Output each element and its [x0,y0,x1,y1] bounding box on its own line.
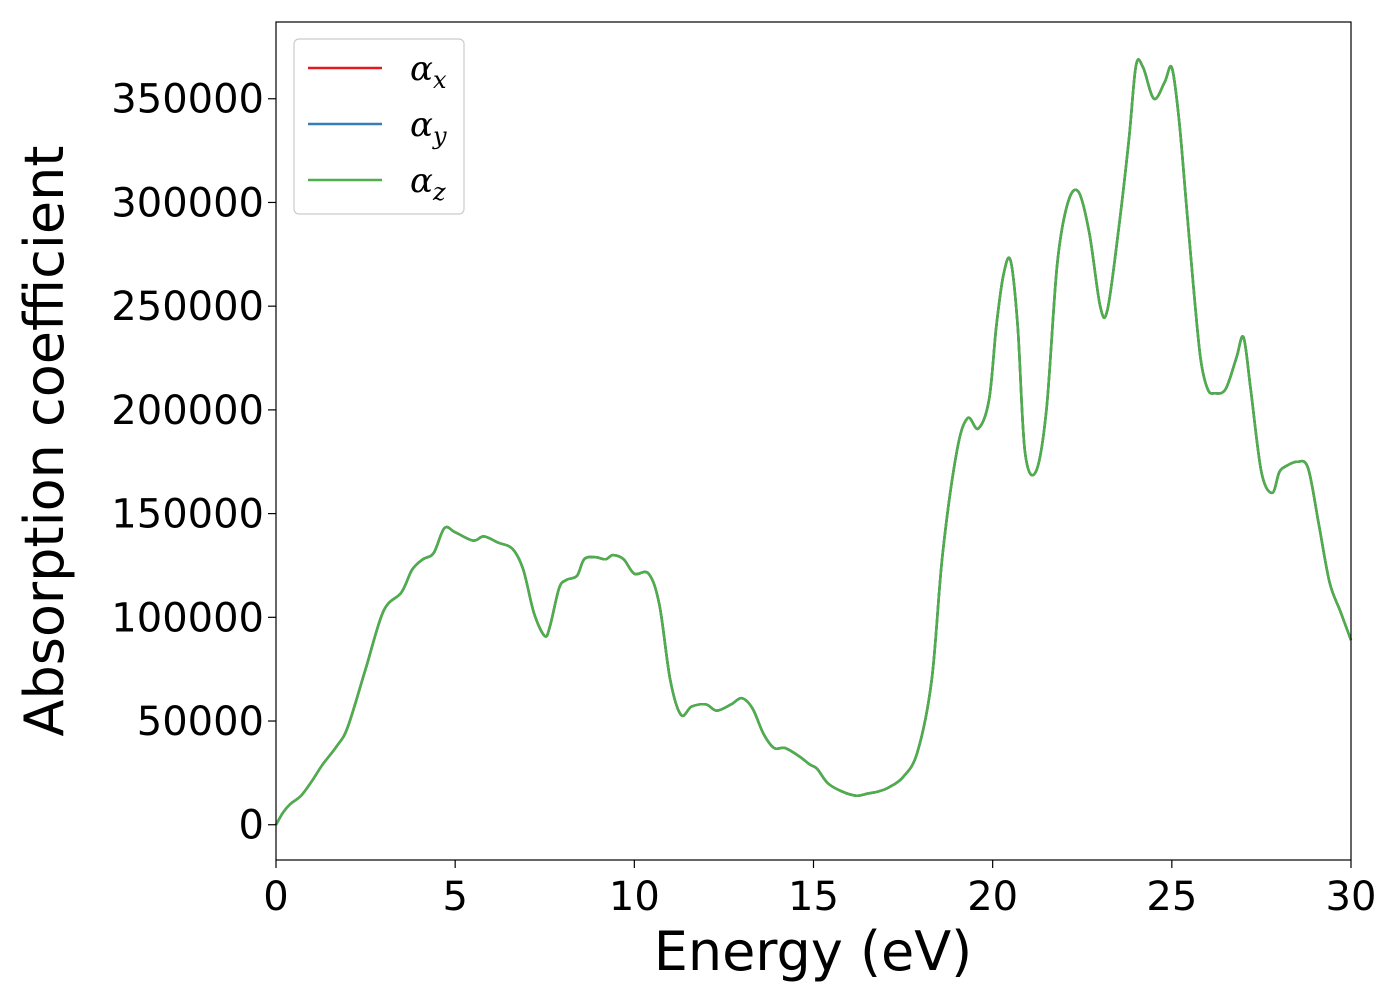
x-axis-title: Energy (eV) [654,920,973,983]
plot-area [274,21,1353,861]
y-axis-title: Absorption coefficient [13,146,76,737]
x-tick-label: 0 [263,874,288,920]
y-tick-label: 350000 [111,77,264,123]
x-tick-label: 30 [1326,874,1377,920]
x-axis-ticks: 0 5 10 15 20 25 30 [263,860,1376,920]
x-tick-label: 10 [609,874,660,920]
y-tick-label: 100000 [111,595,264,641]
y-tick-label: 300000 [111,180,264,226]
y-axis-ticks: 0 50000 100000 150000 200000 250000 300000 3500… [111,77,276,849]
series-line-z [274,58,1353,826]
y-tick-label: 200000 [111,388,264,434]
x-tick-label: 5 [442,874,467,920]
series-layer [274,58,1353,826]
legend-box [293,38,465,215]
x-tick-label: 20 [967,874,1018,920]
y-tick-label: 0 [239,803,264,849]
y-tick-label: 250000 [111,284,264,330]
x-tick-label: 25 [1146,874,1197,920]
y-tick-label: 50000 [137,699,264,745]
x-tick-label: 15 [788,874,839,920]
y-tick-label: 150000 [111,492,264,538]
